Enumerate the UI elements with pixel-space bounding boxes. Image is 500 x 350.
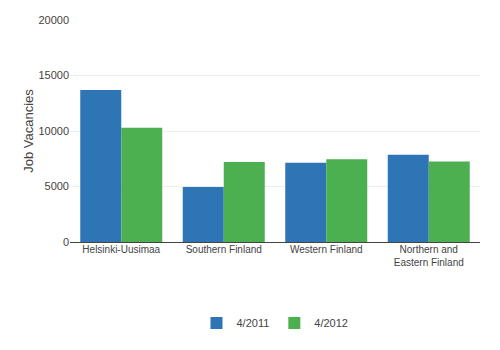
svg-text:Helsinki-Uusimaa: Helsinki-Uusimaa: [82, 244, 160, 255]
svg-text:5000: 5000: [45, 180, 69, 192]
svg-text:15000: 15000: [38, 69, 69, 81]
svg-text:4/2011: 4/2011: [237, 317, 270, 329]
svg-text:20000: 20000: [38, 14, 69, 26]
svg-text:Northern andEastern Finland: Northern andEastern Finland: [394, 244, 464, 268]
svg-text:0: 0: [63, 236, 69, 248]
svg-text:Southern Finland: Southern Finland: [186, 244, 262, 255]
svg-text:Job Vacancies: Job Vacancies: [21, 89, 36, 173]
svg-text:10000: 10000: [38, 125, 69, 137]
svg-text:4/2012: 4/2012: [314, 317, 348, 329]
svg-text:Western Finland: Western Finland: [290, 244, 363, 255]
